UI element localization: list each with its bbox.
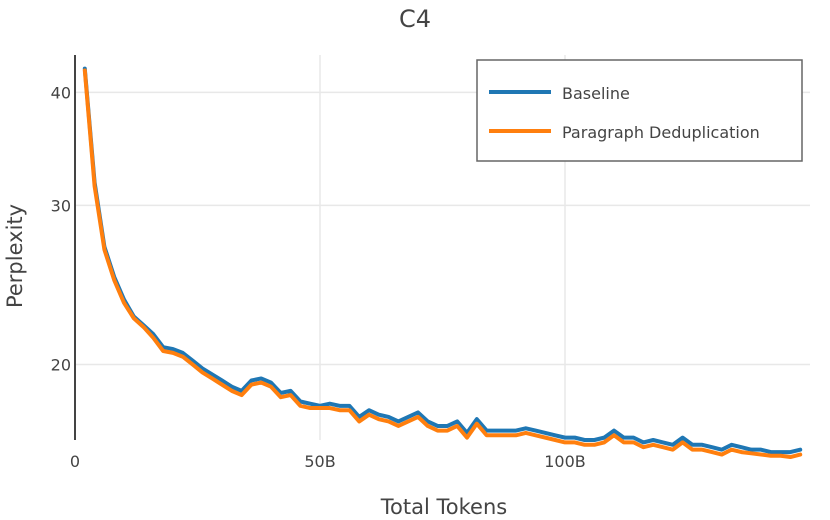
legend-label-baseline: Baseline [562,84,630,103]
series-lines [82,66,803,460]
y-tick-label: 40 [51,83,71,102]
x-tick-label: 50B [304,452,335,471]
y-tick-label: 20 [51,355,71,374]
tick-labels: 0 50B 100B 20 30 40 [51,83,586,471]
x-tick-label: 0 [70,452,80,471]
x-axis-title: Total Tokens [380,495,507,519]
chart-title: C4 [399,5,431,33]
y-axis-title: Perplexity [3,204,27,308]
series-line-paragraph-dedup [82,68,803,460]
legend: Baseline Paragraph Deduplication [476,59,803,162]
series-line-baseline [82,66,803,455]
legend-box [476,59,803,162]
legend-label-paragraph-dedup: Paragraph Deduplication [562,123,760,142]
x-tick-label: 100B [544,452,586,471]
y-tick-label: 30 [51,196,71,215]
